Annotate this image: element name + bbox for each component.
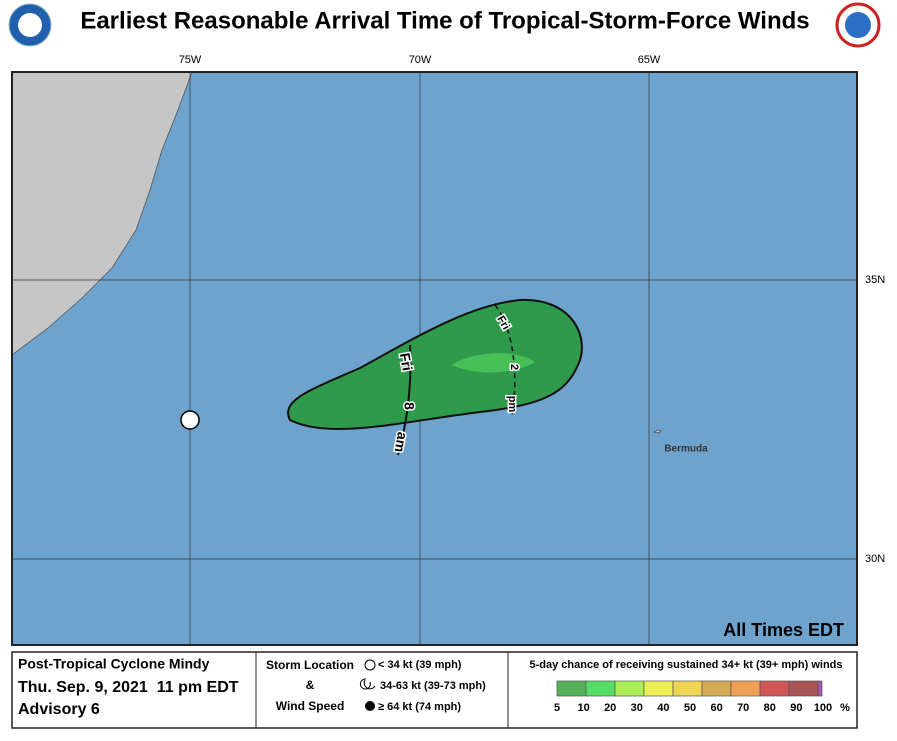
scale-box: [730, 680, 761, 697]
scale-labels: 5 10 20 30 40 50 60 70 80 90 100%: [554, 702, 850, 714]
storm-position: [180, 410, 200, 430]
prob-legend-title: 5-day chance of receiving sustained 34+ …: [530, 659, 843, 671]
scale-label: 100: [814, 702, 832, 714]
scale-box: [817, 680, 823, 697]
storm-legend-title: Storm Location: [266, 658, 354, 672]
scale-label: 80: [764, 702, 776, 714]
lon-label: 65W: [638, 54, 661, 66]
scale-label: 10: [577, 702, 589, 714]
contour-label: am: [392, 431, 411, 454]
lon-label: 70W: [409, 54, 432, 66]
scale-label: 40: [657, 702, 669, 714]
storm-legend-item: < 34 kt (39 mph): [378, 659, 462, 671]
scale-label: 50: [684, 702, 696, 714]
land: [11, 71, 193, 356]
scale-label: 90: [790, 702, 802, 714]
storm-legend-item: 34-63 kt (39-73 mph): [380, 680, 486, 692]
scale-label: 20: [604, 702, 616, 714]
storm-legend-title: &: [306, 678, 315, 692]
scale-box: [672, 680, 703, 697]
lat-label: 35N: [865, 274, 885, 286]
storm-name: Post-Tropical Cyclone Mindy: [18, 656, 210, 672]
storm-symbol: [359, 678, 376, 690]
lon-label: 75W: [179, 54, 202, 66]
storm-symbol: [365, 701, 375, 711]
arrival-line: [494, 304, 516, 416]
storm-legend-item: ≥ 64 kt (74 mph): [378, 701, 461, 713]
arrival-line: [397, 344, 412, 456]
scale-box: [643, 680, 674, 697]
title: Earliest Reasonable Arrival Time of Trop…: [80, 7, 809, 34]
scale-box: [585, 680, 616, 697]
scale-box: [701, 680, 732, 697]
nws-logo-inner: [845, 12, 871, 38]
lat-label: 30N: [865, 553, 885, 565]
noaa-logo-inner: [18, 13, 42, 37]
scale-label: %: [840, 702, 850, 714]
graticule: [12, 72, 857, 645]
contour-label: 2: [508, 364, 520, 370]
scale-label: 70: [737, 702, 749, 714]
scale-box: [556, 680, 587, 697]
contour-label: pm: [506, 396, 518, 413]
contour-label: Fri: [397, 352, 416, 372]
time-note: All Times EDT: [723, 620, 844, 640]
scale-label: 5: [554, 702, 560, 714]
map-frame: [11, 71, 858, 646]
scale-box: [759, 680, 790, 697]
color-scale: [556, 680, 823, 697]
bermuda-island: [653, 429, 662, 434]
storm-symbol: [364, 659, 376, 671]
advisory-number: Advisory 6: [18, 701, 100, 718]
advisory-date: Thu. Sep. 9, 2021 11 pm EDT: [18, 679, 239, 696]
contour-label: 8: [401, 402, 417, 410]
scale-box: [614, 680, 645, 697]
place-label: Bermuda: [664, 444, 708, 455]
scale-label: 60: [710, 702, 722, 714]
scale-box: [788, 680, 819, 697]
scale-label: 30: [631, 702, 643, 714]
storm-legend-title: Wind Speed: [276, 699, 345, 713]
